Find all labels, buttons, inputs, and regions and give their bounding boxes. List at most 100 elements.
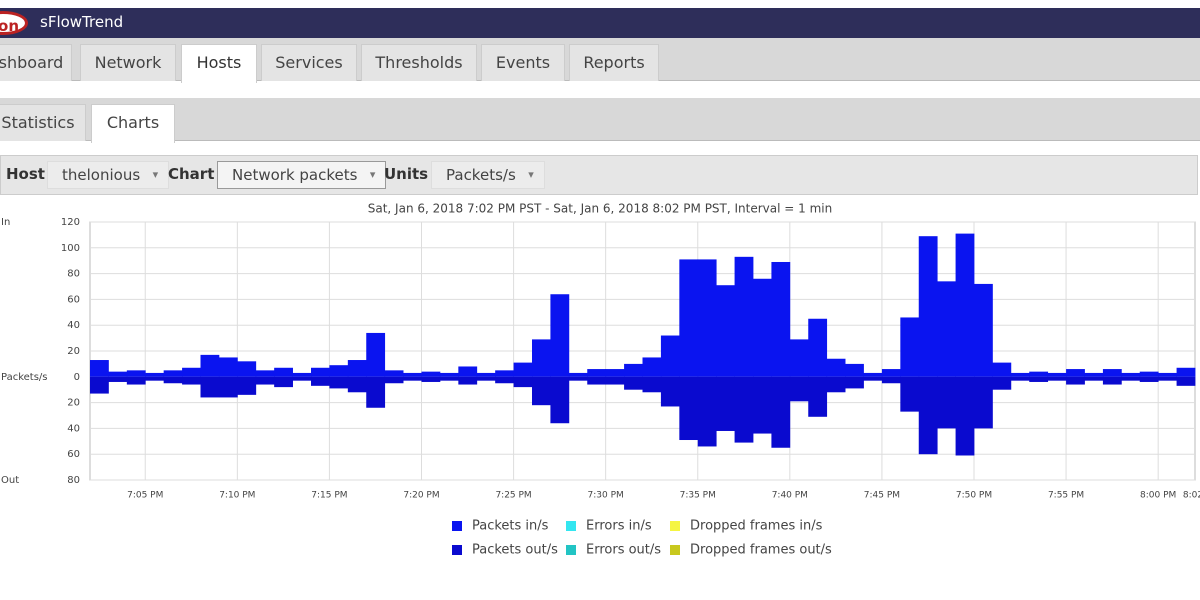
legend-label: Packets in/s bbox=[472, 519, 549, 534]
y-axis-label: Packets/s bbox=[1, 372, 48, 383]
bar bbox=[403, 376, 422, 381]
bar bbox=[274, 367, 293, 377]
y-tick-label: 20 bbox=[67, 398, 80, 409]
bar bbox=[660, 376, 680, 407]
bar bbox=[126, 370, 146, 377]
bar bbox=[1121, 376, 1141, 381]
bar bbox=[255, 370, 275, 377]
y-tick-label: 120 bbox=[61, 217, 80, 228]
bar bbox=[808, 318, 828, 377]
bar bbox=[716, 285, 735, 377]
bar bbox=[697, 376, 717, 447]
units-dropdown[interactable]: Packets/s bbox=[431, 161, 545, 189]
x-tick-label: 7:15 PM bbox=[311, 491, 347, 501]
bar bbox=[900, 376, 920, 412]
bar bbox=[771, 261, 791, 377]
bar bbox=[255, 376, 275, 385]
bar bbox=[182, 367, 201, 377]
x-tick-label: 7:25 PM bbox=[495, 491, 531, 501]
bar bbox=[90, 360, 109, 377]
bar bbox=[439, 372, 459, 377]
tab[interactable]: Events bbox=[481, 44, 565, 81]
bar bbox=[1176, 367, 1196, 377]
bar bbox=[918, 376, 938, 455]
bar bbox=[753, 376, 772, 434]
bar bbox=[624, 363, 643, 377]
bar bbox=[311, 367, 330, 377]
bar bbox=[347, 376, 367, 393]
bar bbox=[347, 360, 367, 377]
bar bbox=[974, 376, 993, 429]
x-end-label: 8:02 bbox=[1183, 491, 1200, 501]
host-dropdown[interactable]: thelonious bbox=[47, 161, 170, 189]
y-tick-label: 20 bbox=[67, 346, 80, 357]
bar bbox=[1029, 376, 1049, 382]
bar bbox=[568, 372, 588, 377]
x-tick-label: 7:35 PM bbox=[680, 491, 716, 501]
bar bbox=[1084, 376, 1104, 381]
bar bbox=[163, 376, 183, 384]
bar bbox=[403, 372, 422, 377]
y-tick-label: 80 bbox=[67, 269, 80, 280]
app-name: sFlowTrend bbox=[40, 13, 124, 31]
x-tick-label: 7:55 PM bbox=[1048, 491, 1084, 501]
bar bbox=[1139, 376, 1159, 382]
bar bbox=[237, 376, 257, 395]
bar bbox=[642, 357, 662, 377]
tab[interactable]: Network bbox=[80, 44, 176, 81]
bar bbox=[1047, 372, 1067, 377]
chart-dropdown[interactable]: Network packets bbox=[217, 161, 387, 189]
bar bbox=[1176, 376, 1196, 386]
bar bbox=[421, 371, 441, 377]
chart-label: Chart bbox=[168, 165, 215, 183]
bar bbox=[1066, 369, 1085, 377]
tab[interactable]: Services bbox=[261, 44, 357, 81]
bar bbox=[90, 376, 109, 394]
bar bbox=[992, 376, 1012, 390]
bar bbox=[789, 339, 809, 377]
subtab[interactable]: Statistics bbox=[0, 104, 86, 141]
bar bbox=[513, 362, 533, 377]
x-tick-label: 7:45 PM bbox=[864, 491, 900, 501]
y-tick-label: 80 bbox=[67, 475, 80, 486]
bar bbox=[1084, 372, 1104, 377]
bar bbox=[753, 278, 772, 377]
bar bbox=[587, 376, 607, 385]
bar bbox=[605, 369, 625, 377]
y-label-top: In bbox=[1, 217, 10, 228]
bar bbox=[771, 376, 791, 448]
bar bbox=[311, 376, 330, 386]
bar bbox=[384, 376, 404, 384]
bar bbox=[900, 317, 920, 377]
y-tick-label: 100 bbox=[61, 243, 80, 254]
subtab-active[interactable]: Charts bbox=[91, 104, 175, 143]
bar bbox=[108, 371, 128, 377]
x-tick-label: 7:05 PM bbox=[127, 491, 163, 501]
bar bbox=[292, 376, 312, 381]
y-tick-label: 60 bbox=[67, 294, 80, 305]
legend-label: Dropped frames in/s bbox=[690, 519, 823, 534]
bar bbox=[237, 361, 257, 377]
legend-swatch bbox=[670, 545, 680, 555]
bar bbox=[1010, 372, 1030, 377]
bar bbox=[274, 376, 293, 388]
tab[interactable]: shboard bbox=[0, 44, 72, 81]
legend-swatch bbox=[452, 521, 462, 531]
bar bbox=[845, 376, 864, 389]
tab-active[interactable]: Hosts bbox=[181, 44, 257, 83]
y-tick-label: 40 bbox=[67, 320, 80, 331]
legend-swatch bbox=[670, 521, 680, 531]
bar bbox=[1102, 369, 1122, 377]
bar bbox=[329, 376, 349, 389]
tab[interactable]: Reports bbox=[569, 44, 659, 81]
subtab-bar bbox=[0, 98, 1200, 141]
bar bbox=[808, 376, 828, 417]
bar bbox=[568, 376, 588, 381]
bar bbox=[145, 376, 165, 381]
chart-subtitle: Sat, Jan 6, 2018 7:02 PM PST - Sat, Jan … bbox=[368, 202, 832, 216]
tab[interactable]: Thresholds bbox=[361, 44, 477, 81]
bar bbox=[992, 362, 1012, 377]
bar bbox=[716, 376, 735, 431]
bar bbox=[145, 372, 165, 377]
bar bbox=[218, 376, 238, 398]
